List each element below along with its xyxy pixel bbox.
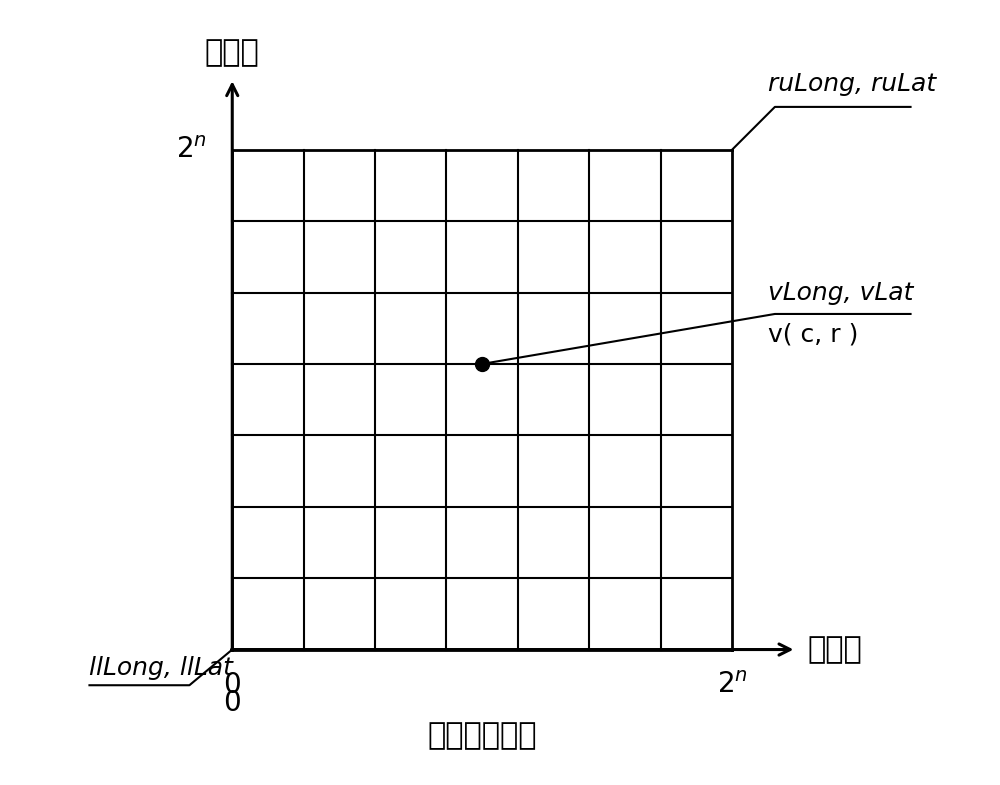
- Text: v( c, r ): v( c, r ): [768, 323, 858, 346]
- Text: 0: 0: [223, 671, 241, 699]
- Text: 行坐标: 行坐标: [205, 38, 260, 68]
- Text: 0: 0: [223, 688, 241, 717]
- Text: ruLong, ruLat: ruLong, ruLat: [768, 72, 936, 97]
- Text: llLong, llLat: llLong, llLat: [89, 655, 233, 680]
- Text: 2$^n$: 2$^n$: [176, 136, 207, 164]
- Text: 地形规则网格: 地形规则网格: [427, 721, 537, 750]
- Text: 列坐标: 列坐标: [807, 635, 862, 664]
- Text: 2$^n$: 2$^n$: [717, 671, 748, 699]
- Text: vLong, vLat: vLong, vLat: [768, 281, 913, 305]
